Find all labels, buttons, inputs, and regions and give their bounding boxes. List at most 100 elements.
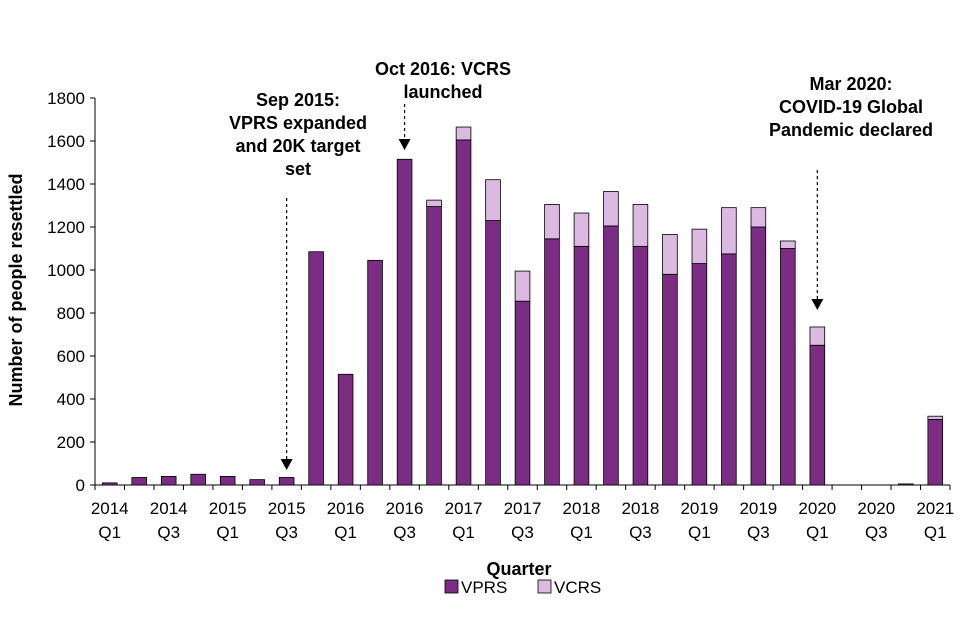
x-tick-label-year: 2014 [150,499,188,518]
x-axis-title: Quarter [486,559,551,579]
bar-vcrs [927,415,944,420]
bar-vcrs [662,234,678,275]
y-tick-label: 1200 [47,218,85,237]
bar-vcrs [750,207,767,228]
annotation-text: Oct 2016: VCRS [375,59,511,79]
bar-vprs [219,475,236,486]
bar-vcrs [485,179,501,221]
annotation-text: and 20K target [235,136,360,156]
bar-vprs [308,251,324,486]
annotation-arrow-head [811,299,824,310]
bar-vprs [337,373,354,486]
bar-vprs [131,477,147,486]
bar-vprs [603,225,619,486]
bar-vprs [160,475,177,486]
bar-vcrs [426,199,442,207]
x-tick-label-year: 2015 [209,499,247,518]
bar-vcrs [573,212,590,247]
x-tick-label-year: 2021 [916,499,954,518]
bar-vprs [573,245,590,486]
x-tick-label-year: 2019 [680,499,718,518]
x-tick-label-quarter: Q1 [806,523,829,542]
x-tick-label-year: 2015 [268,499,306,518]
bar-vprs [632,245,649,486]
x-tick-label-year: 2018 [563,499,601,518]
annotation-arrow-head [280,459,293,470]
x-tick-label-quarter: Q3 [393,523,416,542]
legend-label-vprs: VPRS [461,578,507,597]
bar-vprs [455,139,472,486]
y-tick-label: 200 [57,433,85,452]
plot-area: 0 200 400 600 800 1000 1200 1400 1600 1800 2014 Q1 2… [47,59,954,542]
bar-vprs [691,263,708,486]
x-tick-label-year: 2019 [739,499,777,518]
x-tick-label-year: 2017 [445,499,483,518]
x-tick-label-quarter: Q1 [334,523,357,542]
bar-vprs [396,158,413,486]
bar-vprs [780,248,796,486]
y-tick-label: 0 [76,476,85,495]
bar-vprs [485,220,501,486]
x-tick-label-quarter: Q1 [688,523,711,542]
x-tick-label-quarter: Q3 [865,523,888,542]
bar-vprs [514,300,531,486]
x-tick-label-year: 2018 [622,499,660,518]
annotation-text: set [285,159,311,179]
x-tick-label-quarter: Q3 [511,523,534,542]
bar-vcrs [721,207,737,255]
bar-vprs [750,226,767,486]
x-tick-label-quarter: Q3 [157,523,180,542]
legend-swatch-vcrs [537,579,552,594]
annotation-arrow-head [398,139,411,150]
y-tick-label: 1000 [47,261,85,280]
x-tick-label-quarter: Q1 [452,523,475,542]
bar-vprs [898,483,914,486]
x-tick-label-year: 2014 [91,499,129,518]
bar-vcrs [632,204,649,247]
annotation-text: Sep 2015: [256,90,340,110]
bar-vprs [249,479,265,486]
y-tick-label: 1400 [47,175,85,194]
bar-vprs [662,273,678,486]
x-tick-label-year: 2020 [857,499,895,518]
bar-vprs [101,482,118,486]
x-tick-label-quarter: Q3 [747,523,770,542]
bar-vprs [927,419,944,486]
y-tick-label: 600 [57,347,85,366]
legend: VPRS VCRS [444,578,601,597]
y-axis-title: Number of people resettled [6,173,26,406]
x-tick-label-quarter: Q3 [629,523,652,542]
x-tick-label-quarter: Q1 [570,523,593,542]
bar-vcrs [603,191,619,227]
y-tick-label: 400 [57,390,85,409]
annotation-text: Pandemic declared [769,120,933,140]
y-tick-label: 800 [57,304,85,323]
legend-label-vcrs: VCRS [554,578,601,597]
bar-vprs [278,477,295,486]
bar-vprs [190,473,206,486]
bar-vcrs [544,204,560,240]
bar-vcrs [691,228,708,264]
bar-vcrs [455,126,472,141]
bar-vcrs [780,240,796,249]
x-tick-label-quarter: Q3 [275,523,298,542]
annotation-text: launched [403,82,482,102]
annotation-text: COVID-19 Global [779,97,923,117]
x-tick-label-year: 2017 [504,499,542,518]
annotation-text: Mar 2020: [809,74,892,94]
y-tick-label: 1600 [47,132,85,151]
bar-vprs [544,238,560,486]
bar-vprs [809,344,826,486]
annotation-text: VPRS expanded [229,113,367,133]
x-tick-label-year: 2016 [327,499,365,518]
x-tick-label-quarter: Q1 [216,523,239,542]
x-tick-label-year: 2016 [386,499,424,518]
y-tick-label: 1800 [47,89,85,108]
x-tick-label-year: 2020 [798,499,836,518]
bar-vcrs [809,326,826,346]
x-tick-label-quarter: Q1 [924,523,947,542]
bar-vcrs [514,270,531,302]
bar-vprs [426,206,442,486]
bar-vprs [367,259,383,486]
